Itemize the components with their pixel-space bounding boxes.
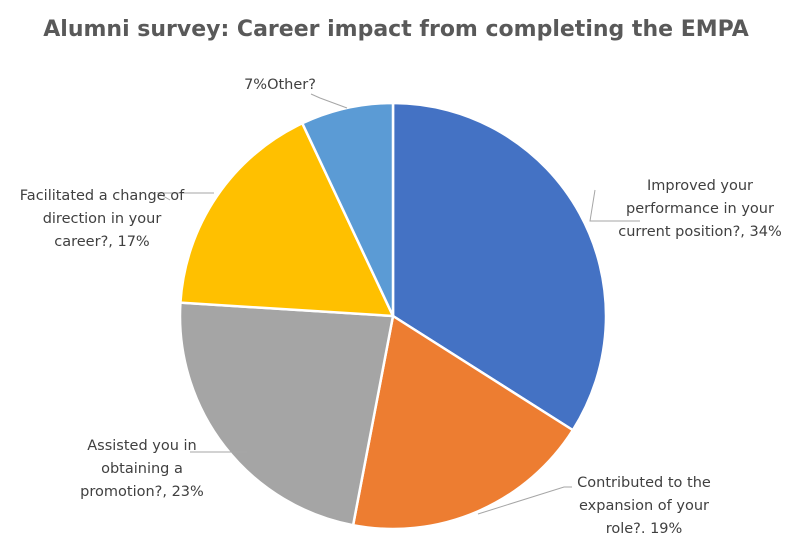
data-label-line: 7%Other? (244, 77, 316, 93)
data-label-line: Facilitated a change of (20, 188, 185, 204)
leader-line-contributed-to-the-expansion-of-your-role (477, 486, 572, 515)
pie-slice-contributed-to-the-expansion-of-your-role (351, 314, 575, 531)
data-label-line: obtaining a (101, 461, 183, 477)
data-label-line: direction in your (43, 211, 162, 227)
pie-slice-assisted-you-in-obtaining-a-promotion (178, 301, 395, 527)
data-label-assisted-you-in-obtaining-a-promotion: Assisted you in obtaining a promotion?, 23… (80, 438, 204, 500)
data-label-line: role?. 19% (606, 521, 683, 537)
data-label-improved-your-performance-in-your-current-position: Improved your performance in your current … (618, 178, 782, 240)
leader-line-improved-your-performance-in-your-current-position (589, 189, 640, 222)
data-label-line: Contributed to the (577, 475, 711, 491)
data-label-line: Assisted you in (87, 438, 197, 454)
data-label-line: promotion?, 23% (80, 484, 204, 500)
data-labels: Improved your performance in your current … (20, 77, 782, 537)
data-label-line: career?, 17% (54, 234, 149, 250)
data-label-line: current position?, 34% (618, 224, 782, 240)
pie-slice-facilitated-a-change-of-direction-in-your-career (179, 122, 395, 318)
pie-slices (178, 101, 608, 531)
data-label-facilitated-a-change-of-direction-in-your-career: Facilitated a change of direction in your… (20, 188, 185, 250)
chart-title: Alumni survey: Career impact from comple… (43, 17, 749, 42)
data-label-contributed-to-the-expansion-of-your-role: Contributed to the expansion of your role?… (577, 475, 711, 537)
data-label-line: expansion of your (579, 498, 709, 514)
leader-line-facilitated-a-change-of-direction-in-your-career (156, 192, 214, 201)
data-label-line: Improved your (647, 178, 753, 194)
leader-lines (156, 93, 640, 515)
leader-line-other (310, 93, 348, 109)
data-label-line: performance in your (626, 201, 774, 217)
data-label-other: 7%Other? (244, 77, 316, 93)
